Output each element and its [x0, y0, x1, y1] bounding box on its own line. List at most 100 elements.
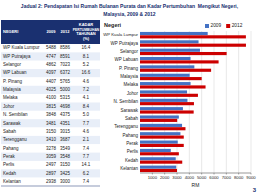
table-cell: Sabah	[3, 129, 17, 134]
table-cell: 2897	[46, 171, 57, 176]
bar	[140, 77, 202, 80]
title-block: Jadual 2: Pendapatan Isi Rumah Bulanan P…	[21, 3, 239, 17]
legend-swatch	[205, 24, 209, 28]
table-cell: 7.7	[83, 154, 90, 159]
bar	[140, 169, 177, 172]
table-cell: 4.6	[83, 129, 90, 134]
table-row-bg	[1, 102, 100, 110]
chart-root: Jadual 2: Pendapatan Isi Rumah Bulanan P…	[0, 0, 259, 194]
y-tick-label: Kedah	[125, 158, 139, 163]
y-tick-label: Perlis	[127, 149, 139, 154]
y-tick-label: Terengganu	[114, 124, 138, 129]
bar	[140, 32, 208, 35]
bar	[140, 52, 227, 55]
y-tick-label: Sabah	[125, 116, 139, 121]
bar	[140, 157, 176, 160]
table-row-bg	[1, 44, 100, 52]
x-tick-label: 8000	[234, 175, 244, 180]
table-row-bg	[1, 169, 100, 177]
table-cell: 4698	[60, 104, 71, 109]
y-tick-label: Perak	[126, 141, 139, 146]
bar	[140, 90, 187, 93]
table-cell: 3687	[60, 137, 71, 142]
table-cell: Terengganu	[3, 137, 27, 142]
x-axis-label: RM	[192, 182, 200, 188]
legend: 2009 2012	[205, 23, 243, 28]
table-cell: 4375	[60, 112, 71, 117]
y-tick-label: Selangor	[120, 49, 139, 54]
legend-label: 2012	[232, 23, 243, 28]
table-cell: 7.4	[83, 146, 90, 151]
table-cell: 5.0	[83, 112, 90, 117]
x-tick-label: 7000	[222, 175, 232, 180]
y-tick-label: N. Sembilan	[113, 99, 138, 104]
table-cell: 3549	[60, 146, 71, 151]
bar	[140, 132, 180, 135]
y-axis: WP Kuala LumpurWP PutrajayaSelangorWP La…	[103, 32, 139, 171]
bar	[140, 141, 178, 144]
table-cell: 4025	[46, 87, 57, 92]
grid-line	[251, 31, 252, 173]
table-row-bg	[1, 119, 100, 127]
table-cell: 4747	[46, 54, 57, 59]
x-tick-label: 3000	[172, 175, 182, 180]
y-tick-label: Sarawak	[120, 108, 138, 113]
table-cell: WP Kuala Lumpur	[3, 45, 40, 50]
table-cell: 5315	[60, 95, 71, 100]
table-row-bg	[1, 161, 100, 169]
table-row-bg	[1, 144, 100, 152]
x-tick-label: 5000	[197, 175, 207, 180]
table-header: (%)	[83, 36, 90, 41]
table-cell: Pahang	[3, 146, 19, 151]
table-cell: 3278	[46, 146, 57, 151]
table-cell: 4862	[46, 62, 57, 67]
table-row-bg	[1, 69, 100, 77]
legend-label: 2009	[211, 23, 222, 28]
table-cell: 4097	[46, 70, 57, 75]
table-cell: 3425	[60, 171, 71, 176]
table-header: 2012	[61, 29, 71, 34]
table-cell: WP Labuan	[3, 70, 27, 75]
table-cell: Kedah	[3, 171, 17, 176]
table-cell: 8586	[60, 45, 71, 50]
table-cell: 2.1	[83, 137, 90, 142]
table-cell: 8.1	[83, 54, 90, 59]
table-row-bg	[1, 52, 100, 60]
table-cell: WP Putrajaya	[3, 54, 31, 59]
table-cell: 7.2	[83, 87, 90, 92]
table-row-bg	[1, 136, 100, 144]
table-cell: 3059	[46, 154, 57, 159]
bars	[140, 32, 246, 172]
table-cell: 3848	[46, 112, 57, 117]
table-cell: N. Sembilan	[3, 112, 28, 117]
bar	[140, 44, 246, 47]
table-row-bg	[1, 128, 100, 136]
bar	[140, 65, 194, 68]
table-cell: 14.1	[82, 162, 91, 167]
bar	[140, 119, 177, 122]
table-cell: Sarawak	[3, 121, 21, 126]
table-cell: 6372	[60, 70, 71, 75]
table-cell: Melaka	[3, 95, 18, 100]
table-border	[1, 186, 100, 187]
table-cell: 4100	[46, 95, 57, 100]
bar	[140, 57, 191, 60]
table-cell: Perak	[3, 154, 16, 159]
bar	[140, 124, 182, 127]
table-row-bg	[1, 86, 100, 94]
table-cell: 3481	[46, 121, 57, 126]
table-cell: 3548	[60, 154, 71, 159]
bar	[140, 35, 246, 38]
bar	[140, 69, 211, 72]
x-tick-label: 1000	[148, 175, 158, 180]
bar	[140, 49, 200, 52]
y-tick-label: Johor	[127, 91, 139, 96]
page-number: 3	[253, 187, 257, 193]
table-cell: 8.4	[83, 104, 90, 109]
table-cell: 2938	[46, 179, 57, 184]
table-cell: 3815	[46, 104, 57, 109]
table-header: KADAR	[79, 22, 94, 27]
y-tick-label: Kelantan	[120, 166, 138, 171]
table-cell: 8591	[60, 54, 71, 59]
table-cell: 4351	[60, 121, 71, 126]
